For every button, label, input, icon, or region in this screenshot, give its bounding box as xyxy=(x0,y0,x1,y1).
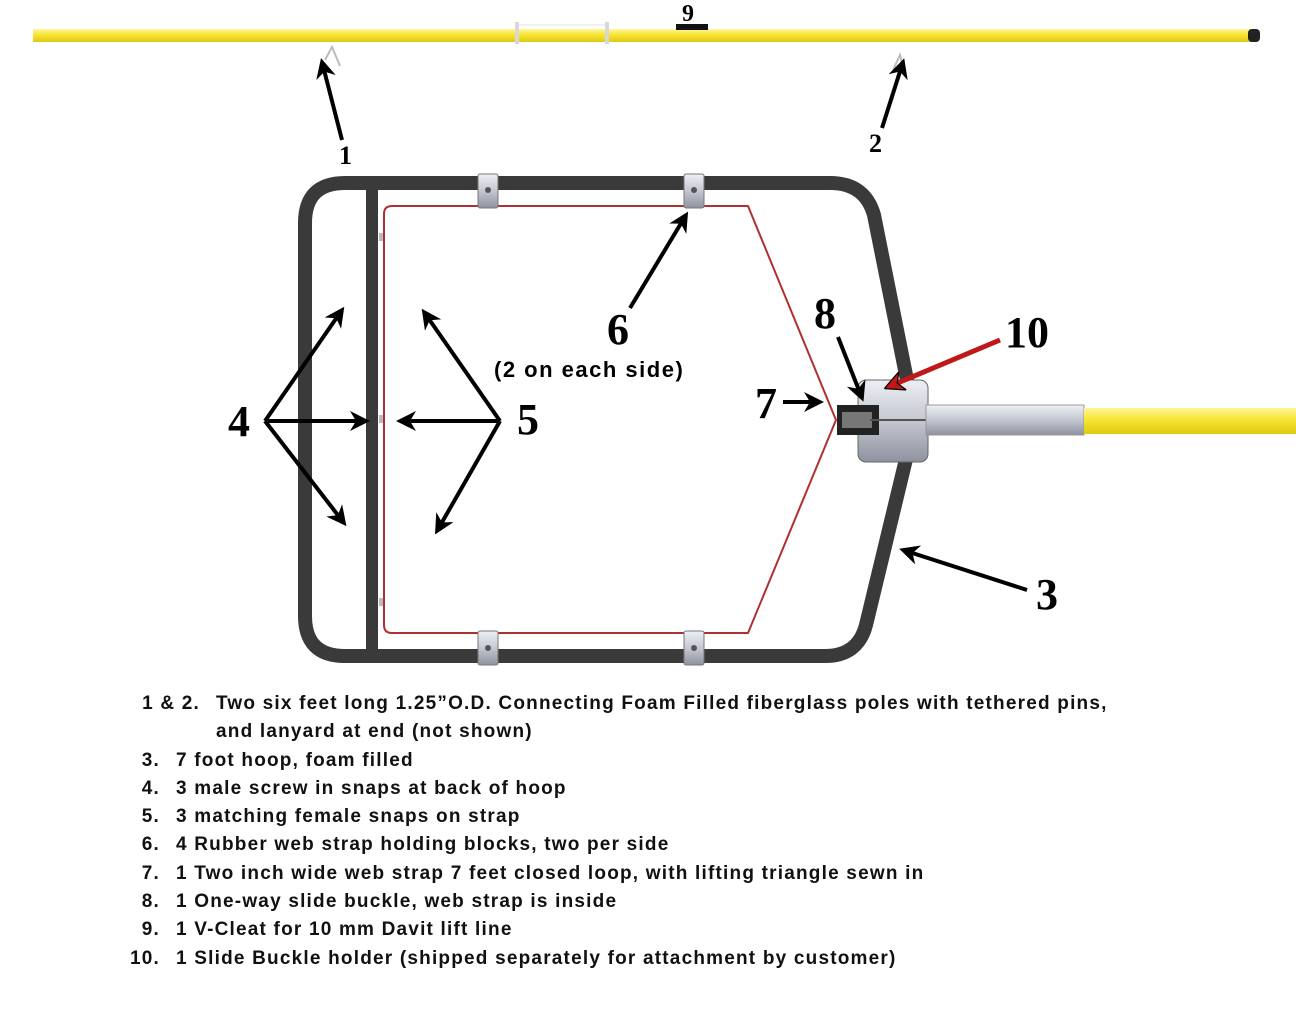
callout-2: 2 xyxy=(869,129,882,158)
legend-item-text: 1 Slide Buckle holder (shipped separatel… xyxy=(176,947,897,969)
legend-item: 9. 1 V-Cleat for 10 mm Davit lift line xyxy=(110,916,1260,944)
legend-item-text: 4 Rubber web strap holding blocks, two p… xyxy=(176,834,670,856)
web-strap xyxy=(383,205,838,634)
callout-8: 8 xyxy=(814,289,836,338)
legend-item-continuation: and lanyard at end (not shown) xyxy=(216,721,533,743)
parts-legend: 1 & 2. Two six feet long 1.25”O.D. Connec… xyxy=(110,690,1260,973)
legend-item: 8. 1 One-way slide buckle, web strap is i… xyxy=(110,888,1260,916)
arrow-10 xyxy=(888,337,1001,387)
callout-6-note: (2 on each side) xyxy=(494,357,684,382)
legend-item-number: 9. xyxy=(141,919,160,941)
legend-item-text: 3 matching female snaps on strap xyxy=(176,806,521,828)
legend-item-number: 4. xyxy=(141,777,160,799)
hoop-assembly-diagram: 1 2 3 4 5 6 (2 on each side) 7 8 9 10 xyxy=(33,1,1296,666)
legend-item-text: 1 Two inch wide web strap 7 feet closed … xyxy=(176,862,925,884)
side-pole xyxy=(925,404,1296,436)
legend-item-number: 10. xyxy=(129,947,160,969)
legend-item-number: 7. xyxy=(141,862,160,884)
legend-item-text: 7 foot hoop, foam filled xyxy=(176,749,414,771)
legend-item-number: 5. xyxy=(141,806,160,828)
callout-3: 3 xyxy=(1036,570,1058,619)
buckle-assembly xyxy=(837,379,975,463)
legend-item: 3. 7 foot hoop, foam filled xyxy=(110,747,1260,775)
callout-10: 10 xyxy=(1005,308,1049,357)
legend-item-text: 3 male screw in snaps at back of hoop xyxy=(176,777,567,799)
top-pole xyxy=(33,22,1260,44)
legend-item-number: 1 & 2. xyxy=(142,693,200,714)
callout-6: 6 xyxy=(607,305,629,354)
legend-item: 1 & 2. Two six feet long 1.25”O.D. Connec… xyxy=(110,690,1260,718)
legend-item-text: 1 One-way slide buckle, web strap is ins… xyxy=(176,891,618,913)
callout-5: 5 xyxy=(517,395,539,444)
legend-item: 4. 3 male screw in snaps at back of hoop xyxy=(110,775,1260,803)
legend-item-text: 1 V-Cleat for 10 mm Davit lift line xyxy=(176,919,513,941)
callout-9: 9 xyxy=(682,1,694,27)
legend-item: 7. 1 Two inch wide web strap 7 feet close… xyxy=(110,860,1260,888)
legend-item-number: 6. xyxy=(141,834,160,856)
legend-item: 10. 1 Slide Buckle holder (shipped separa… xyxy=(110,945,1260,973)
legend-item: 5. 3 matching female snaps on strap xyxy=(110,803,1260,831)
strap-holding-blocks xyxy=(477,173,705,666)
pin-mark-1 xyxy=(324,44,341,67)
callout-1: 1 xyxy=(339,141,352,170)
callout-7: 7 xyxy=(755,379,777,428)
legend-item-number: 3. xyxy=(141,749,160,771)
legend-item: 6. 4 Rubber web strap holding blocks, two… xyxy=(110,831,1260,859)
callout-4: 4 xyxy=(228,397,250,446)
legend-item-text: Two six feet long 1.25”O.D. Connecting F… xyxy=(216,693,1108,714)
v-cleat xyxy=(676,24,708,30)
hoop-frame xyxy=(298,176,914,663)
arrows xyxy=(263,58,1028,592)
snaps xyxy=(379,233,385,606)
legend-item-number: 8. xyxy=(141,891,160,913)
